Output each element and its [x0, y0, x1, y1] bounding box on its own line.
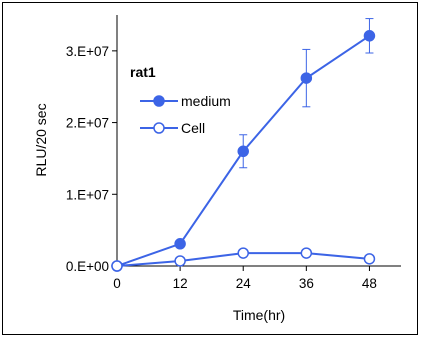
x-tick-label: 0 — [113, 276, 121, 291]
x-ticks: 0 12 24 36 48 — [113, 266, 377, 291]
legend-item: medium — [140, 93, 231, 109]
data-point — [364, 31, 374, 41]
y-tick-label: 2.E+07 — [66, 116, 109, 131]
x-tick-label: 12 — [173, 276, 188, 291]
legend-marker — [154, 96, 164, 106]
data-point — [238, 146, 248, 156]
data-point — [301, 248, 311, 258]
data-point — [301, 73, 311, 83]
data-point — [112, 261, 122, 271]
y-axis-title: RLU/20 sec — [33, 103, 49, 176]
x-axis-title: Time(hr) — [233, 307, 285, 323]
series-medium — [112, 19, 374, 271]
legend-items: medium Cell — [140, 93, 231, 136]
legend-item: Cell — [140, 120, 205, 136]
y-tick-label: 3.E+07 — [66, 44, 109, 59]
data-point — [175, 256, 185, 266]
x-tick-label: 24 — [236, 276, 252, 291]
legend: rat1 medium Cell — [130, 64, 231, 136]
legend-title: rat1 — [130, 64, 156, 80]
legend-marker — [154, 123, 164, 133]
data-point — [364, 254, 374, 264]
data-point — [175, 239, 185, 249]
x-tick-label: 48 — [362, 276, 377, 291]
axes — [117, 15, 401, 266]
series-layer — [112, 19, 374, 271]
y-ticks: 0.E+00 1.E+07 2.E+07 3.E+07 — [66, 44, 117, 274]
legend-label: medium — [181, 93, 231, 109]
data-point — [238, 248, 248, 258]
legend-label: Cell — [181, 120, 205, 136]
x-tick-label: 36 — [299, 276, 314, 291]
y-tick-label: 1.E+07 — [66, 187, 109, 202]
y-tick-label: 0.E+00 — [66, 259, 109, 274]
